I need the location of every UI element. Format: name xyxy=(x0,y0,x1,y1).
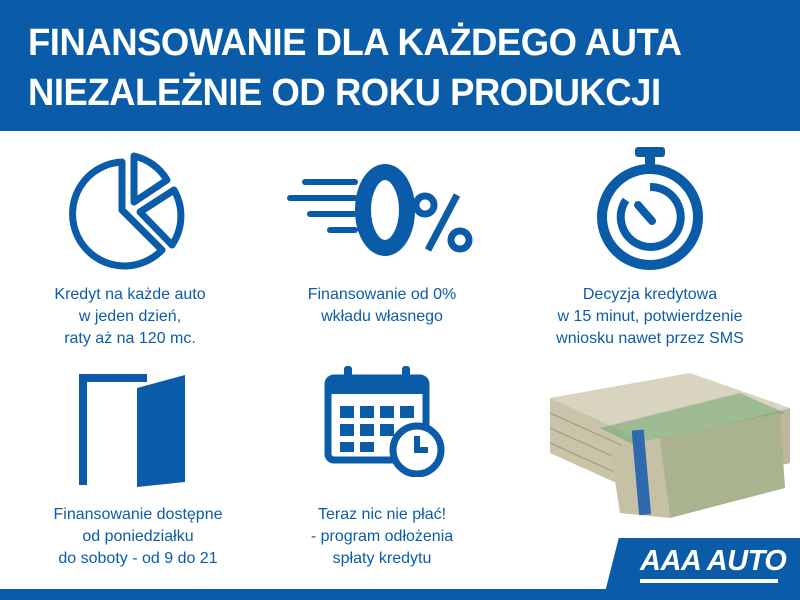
caption-line: Kredyt na każde auto xyxy=(54,286,206,303)
header-banner: FINANSOWANIE DLA KAŻDEGO AUTA NIEZALEŻNI… xyxy=(0,0,800,131)
feature-caption-hours: Finansowanie dostępne od poniedziałku do… xyxy=(8,504,268,570)
caption-line: - program odłożenia xyxy=(310,528,454,545)
caption-line: do soboty - od 9 do 21 xyxy=(58,550,218,567)
calendar-clock-icon xyxy=(324,366,445,477)
caption-line: od poniedziałku xyxy=(82,528,194,545)
caption-line: wkładu własnego xyxy=(321,308,443,325)
caption-line: spłaty kredytu xyxy=(332,550,432,567)
pie-chart-icon xyxy=(69,152,185,270)
headline-line-2: NIEZALEŻNIE OD ROKU PRODUKCJI xyxy=(28,72,661,114)
logo-underline xyxy=(640,579,778,583)
feature-caption-decision: Decyzja kredytowa w 15 minut, potwierdze… xyxy=(520,284,780,350)
brand-logo: AAA AUTO xyxy=(640,545,787,577)
logo-background xyxy=(603,538,800,600)
banknote-stack-image xyxy=(549,373,790,518)
caption-line: w 15 minut, potwierdzenie xyxy=(557,308,743,325)
caption-line: wniosku nawet przez SMS xyxy=(556,330,744,347)
caption-line: Teraz nic nie płać! xyxy=(317,506,447,523)
feature-caption-zero-down: Finansowanie od 0% wkładu własnego xyxy=(252,284,512,328)
feature-caption-deferral: Teraz nic nie płać! - program odłożenia … xyxy=(252,504,512,570)
open-door-icon xyxy=(79,374,185,487)
caption-line: raty aż na 120 mc. xyxy=(64,330,196,347)
caption-line: Decyzja kredytowa xyxy=(582,286,718,303)
caption-line: Finansowanie od 0% xyxy=(307,286,457,303)
feature-caption-credit: Kredyt na każde auto w jeden dzień, raty… xyxy=(0,284,260,350)
caption-line: Finansowanie dostępne xyxy=(53,506,223,523)
headline-line-1: FINANSOWANIE DLA KAŻDEGO AUTA xyxy=(28,22,682,64)
zero-percent-icon xyxy=(287,164,473,256)
caption-line: w jeden dzień, xyxy=(78,308,182,325)
stopwatch-icon xyxy=(597,147,703,270)
bottom-bar xyxy=(0,589,800,600)
